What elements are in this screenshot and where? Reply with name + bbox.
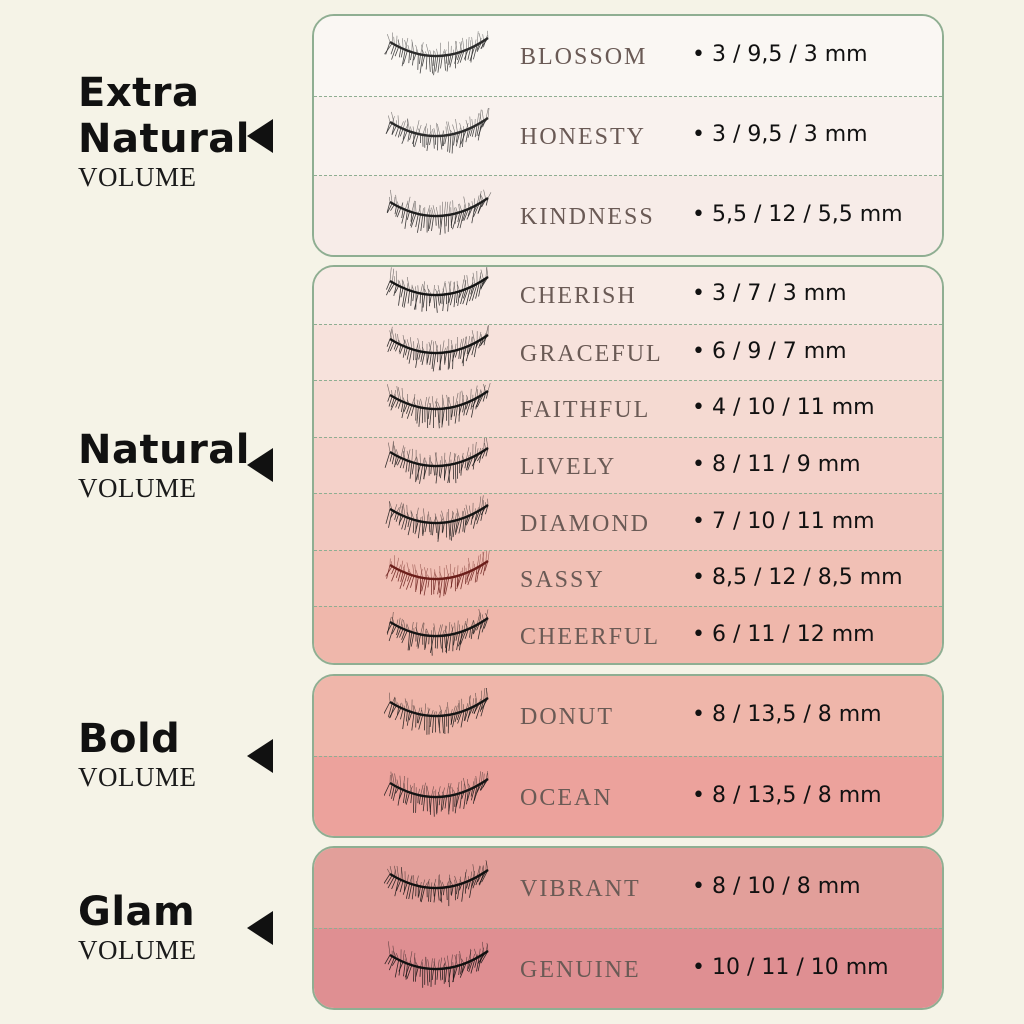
lash-row: BLOSSOM • 3 / 9,5 / 3 mm xyxy=(314,16,942,96)
lash-row: KINDNESS • 5,5 / 12 / 5,5 mm xyxy=(314,175,942,255)
lash-spec: • 3 / 7 / 3 mm xyxy=(692,281,847,307)
group-subtitle: VOLUME xyxy=(78,935,197,965)
eyelash-icon xyxy=(384,941,494,997)
group-label-extra-natural: Extra Natural VOLUME xyxy=(78,70,250,192)
eyelash-icon xyxy=(384,494,494,551)
group-label-natural: Natural VOLUME xyxy=(78,427,250,503)
eyelash-icon xyxy=(384,28,494,84)
group-title: Extra Natural xyxy=(78,70,250,162)
lash-name: GRACEFUL xyxy=(520,340,663,367)
lash-spec: • 8 / 10 / 8 mm xyxy=(692,874,861,899)
eyelash-icon xyxy=(384,381,494,437)
lash-row: GRACEFUL • 6 / 9 / 7 mm xyxy=(314,321,942,381)
eyelash-icon xyxy=(384,550,494,607)
lash-name: DIAMOND xyxy=(520,510,650,537)
eyelash-icon xyxy=(384,435,494,494)
lash-name: OCEAN xyxy=(520,785,613,811)
lash-name: KINDNESS xyxy=(520,204,655,231)
card-glam: VIBRANT • 8 / 10 / 8 mm GENUINE • 10 / 11 /… xyxy=(312,846,944,1010)
group-subtitle: VOLUME xyxy=(78,162,197,192)
lash-row: CHERISH • 3 / 7 / 3 mm xyxy=(314,267,942,324)
lash-row: DIAMOND • 7 / 10 / 11 mm xyxy=(314,493,942,550)
lash-name: CHEERFUL xyxy=(520,623,661,650)
card-bold: DONUT • 8 / 13,5 / 8 mm OCEAN • 8 / 13,5 / … xyxy=(312,674,944,838)
arrow-icon xyxy=(247,448,273,482)
arrow-icon xyxy=(247,119,273,153)
lash-spec: • 6 / 11 / 12 mm xyxy=(692,621,875,647)
group-subtitle: VOLUME xyxy=(78,762,197,792)
group-subtitle: VOLUME xyxy=(78,473,197,503)
lash-row: GENUINE • 10 / 11 / 10 mm xyxy=(314,928,942,1008)
eyelash-icon xyxy=(384,608,494,663)
lash-name: GENUINE xyxy=(520,957,641,983)
lash-name: CHERISH xyxy=(520,283,637,310)
lash-row: VIBRANT • 8 / 10 / 8 mm xyxy=(314,848,942,928)
eyelash-icon xyxy=(384,188,494,244)
lash-row: FAITHFUL • 4 / 10 / 11 mm xyxy=(314,380,942,437)
lash-spec: • 8 / 11 / 9 mm xyxy=(692,451,861,477)
lash-name: VIBRANT xyxy=(520,876,641,902)
card-extra-natural: BLOSSOM • 3 / 9,5 / 3 mm HONESTY • 3 / 9,5 … xyxy=(312,14,944,257)
lash-name: LIVELY xyxy=(520,453,617,480)
eyelash-icon xyxy=(382,686,494,744)
lash-name: BLOSSOM xyxy=(520,43,648,70)
eyelash-icon xyxy=(384,321,494,381)
group-title: Glam xyxy=(78,889,196,935)
lash-row: DONUT • 8 / 13,5 / 8 mm xyxy=(314,676,942,756)
eyelash-icon xyxy=(384,106,494,164)
lash-spec: • 7 / 10 / 11 mm xyxy=(692,508,875,534)
lash-name: HONESTY xyxy=(520,124,646,151)
lash-row: LIVELY • 8 / 11 / 9 mm xyxy=(314,435,942,494)
arrow-icon xyxy=(247,911,273,945)
lash-spec: • 6 / 9 / 7 mm xyxy=(692,338,847,364)
lash-spec: • 4 / 10 / 11 mm xyxy=(692,395,875,421)
lash-spec: • 8 / 13,5 / 8 mm xyxy=(692,702,882,727)
card-natural: CHERISH • 3 / 7 / 3 mm GRACEFUL • 6 / 9 / 7… xyxy=(312,265,944,665)
lash-row: HONESTY • 3 / 9,5 / 3 mm xyxy=(314,95,942,176)
eyelash-icon xyxy=(383,856,494,916)
lash-name: FAITHFUL xyxy=(520,397,651,424)
lash-spec: • 8,5 / 12 / 8,5 mm xyxy=(692,565,903,591)
group-label-bold: Bold VOLUME xyxy=(78,716,197,792)
lash-spec: • 3 / 9,5 / 3 mm xyxy=(692,122,868,148)
lash-spec: • 10 / 11 / 10 mm xyxy=(692,955,889,980)
lash-name: SASSY xyxy=(520,567,605,594)
lash-row: CHEERFUL • 6 / 11 / 12 mm xyxy=(314,606,942,663)
lash-row: SASSY • 8,5 / 12 / 8,5 mm xyxy=(314,549,942,607)
lash-row: OCEAN • 8 / 13,5 / 8 mm xyxy=(314,756,942,836)
eyelash-icon xyxy=(384,267,494,323)
lash-name: DONUT xyxy=(520,704,614,730)
group-title: Bold xyxy=(78,716,181,762)
group-label-glam: Glam VOLUME xyxy=(78,889,197,965)
arrow-icon xyxy=(247,739,273,773)
lash-spec: • 3 / 9,5 / 3 mm xyxy=(692,41,868,67)
lash-spec: • 5,5 / 12 / 5,5 mm xyxy=(692,202,903,228)
lash-spec: • 8 / 13,5 / 8 mm xyxy=(692,783,882,808)
group-title: Natural xyxy=(78,427,250,473)
eyelash-icon xyxy=(383,769,494,825)
